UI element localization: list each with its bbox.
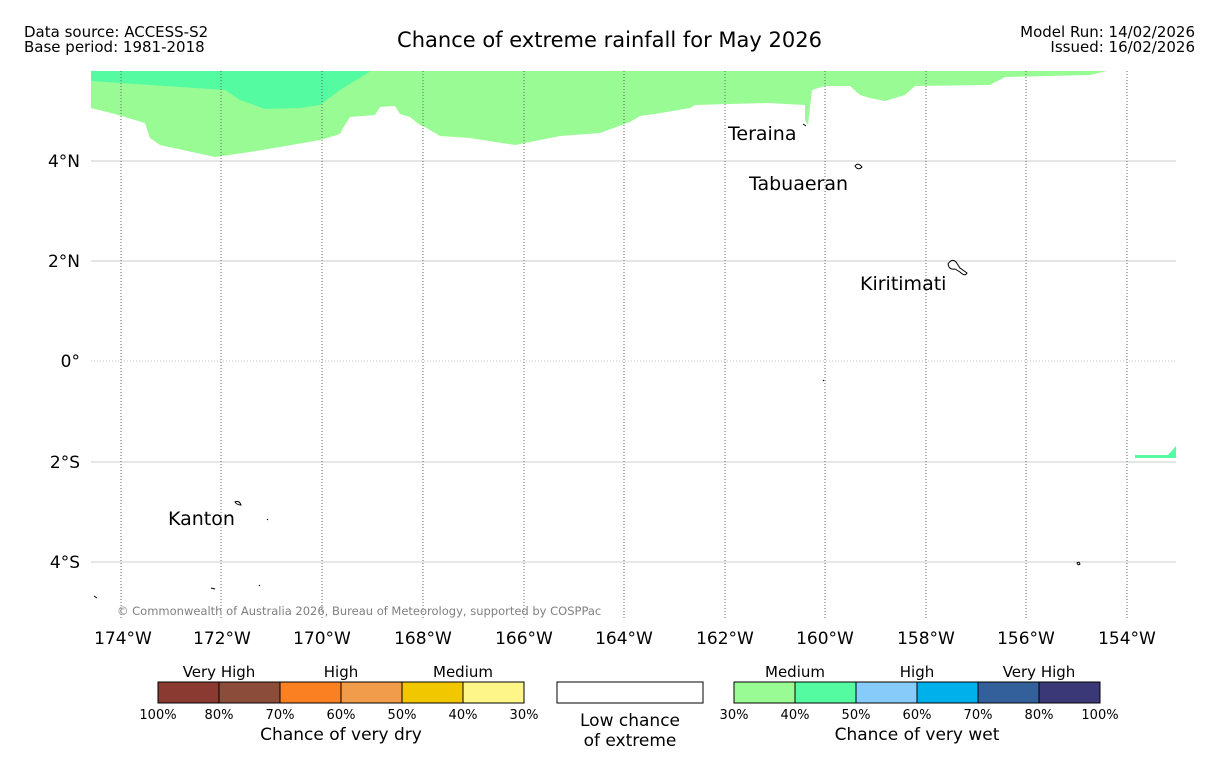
lon-label-166w: 166°W [495, 629, 553, 649]
island-dot-1 [266, 518, 269, 521]
tabuaeran-island [854, 163, 863, 170]
wet-tick-labels: 30% 40% 50% 60% 70% 80% 100% [720, 708, 1119, 723]
dry-legend: Very High High Medium 100% 80% 70% 60% 50% 40… [139, 663, 538, 745]
latitude-labels: 4°N 2°N 0° 2°S 4°S [48, 152, 80, 573]
wet-swatch-2 [855, 681, 918, 704]
teraina-island [802, 123, 807, 127]
wet-medium-region-se [1135, 446, 1176, 458]
place-label-kanton: Kanton [168, 508, 235, 530]
dry-tick-6: 30% [510, 708, 539, 723]
wet-colorbar [733, 681, 1101, 704]
lon-label-164w: 164°W [595, 629, 653, 649]
island-dot-5 [822, 379, 825, 382]
lon-label-156w: 156°W [997, 629, 1055, 649]
dry-swatch-0 [157, 681, 220, 704]
lon-label-160w: 160°W [796, 629, 854, 649]
island-dot-6 [1076, 561, 1081, 566]
map-title: Chance of extreme rainfall for May 2026 [397, 28, 822, 52]
lon-label-174w: 174°W [94, 629, 152, 649]
copyright-notice: © Commonwealth of Australia 2026, Bureau… [117, 604, 601, 618]
dry-caption: Chance of very dry [260, 725, 422, 745]
neutral-legend: Low chance of extreme [556, 681, 704, 751]
dry-tick-3: 60% [327, 708, 356, 723]
wet-group-very-high: Very High [1003, 663, 1076, 681]
wet-tick-6: 100% [1081, 708, 1118, 723]
base-period-text: Base period: 1981-2018 [24, 38, 205, 56]
wet-tick-2: 50% [842, 708, 871, 723]
place-label-tabuaeran: Tabuaeran [748, 173, 848, 195]
wet-caption: Chance of very wet [835, 725, 1000, 745]
dry-colorbar-border [157, 681, 525, 704]
kiritimati-island [947, 259, 968, 276]
place-label-kiritimati: Kiritimati [860, 273, 946, 295]
island-outlines [93, 123, 1081, 599]
dry-swatch-3 [340, 681, 403, 704]
island-dot-3 [258, 584, 261, 587]
wet-tick-5: 80% [1025, 708, 1054, 723]
data-source-text: Data source: ACCESS-S2 [24, 23, 209, 41]
dry-group-medium: Medium [433, 663, 493, 681]
wet-swatch-4 [977, 681, 1040, 704]
wet-medium-high-region [91, 71, 371, 109]
island-dot-4 [93, 595, 98, 599]
dry-tick-5: 40% [449, 708, 478, 723]
model-run-info: Model Run: 14/02/2026 Issued: 16/02/2026 [1020, 25, 1195, 55]
wet-swatch-3 [916, 681, 979, 704]
wet-swatch-1 [794, 681, 857, 704]
dry-tick-2: 70% [266, 708, 295, 723]
dry-swatch-2 [279, 681, 342, 704]
dry-swatch-1 [218, 681, 281, 704]
wet-legend: Medium High Very High 30% 40% 50% 60% 70% 80%… [720, 663, 1119, 745]
dry-swatch-4 [401, 681, 464, 704]
wet-swatch-0 [733, 681, 796, 704]
lat-label-2n: 2°N [48, 252, 80, 272]
wet-swatch-5 [1038, 681, 1101, 704]
model-run-text: Model Run: 14/02/2026 [1020, 23, 1195, 41]
wet-tick-4: 70% [964, 708, 993, 723]
dry-group-high: High [324, 663, 358, 681]
island-dot-2 [210, 587, 216, 590]
neutral-label-line1: Low chance [580, 711, 680, 731]
dry-colorbar [157, 681, 525, 704]
wet-medium-low-region [91, 71, 1107, 157]
latitude-gridlines [91, 160, 1176, 563]
lon-label-170w: 170°W [293, 629, 351, 649]
longitude-gridlines [120, 71, 1128, 620]
lat-label-2s: 2°S [50, 453, 80, 473]
lat-label-0: 0° [61, 352, 80, 372]
map-area: Teraina Tabuaeran Kiritimati Kanton © Co… [91, 71, 1176, 620]
neutral-swatch [556, 681, 704, 704]
lon-label-162w: 162°W [696, 629, 754, 649]
wet-tick-0: 30% [720, 708, 749, 723]
data-source-info: Data source: ACCESS-S2 Base period: 1981… [24, 25, 208, 55]
lon-label-158w: 158°W [897, 629, 955, 649]
wet-group-high: High [900, 663, 934, 681]
dry-group-very-high: Very High [183, 663, 256, 681]
dry-tick-1: 80% [205, 708, 234, 723]
lat-label-4s: 4°S [50, 553, 80, 573]
dry-tick-labels: 100% 80% 70% 60% 50% 40% 30% [139, 708, 538, 723]
kanton-island [234, 500, 242, 506]
wet-tick-3: 60% [903, 708, 932, 723]
lon-label-168w: 168°W [394, 629, 452, 649]
place-label-teraina: Teraina [727, 123, 797, 145]
longitude-labels: 174°W 172°W 170°W 168°W 166°W 164°W 162°… [94, 629, 1156, 649]
lon-label-172w: 172°W [193, 629, 251, 649]
dry-tick-4: 50% [388, 708, 417, 723]
lon-label-154w: 154°W [1098, 629, 1156, 649]
neutral-label-line2: of extreme [584, 731, 677, 751]
wet-group-medium: Medium [765, 663, 825, 681]
dry-tick-0: 100% [139, 708, 176, 723]
wet-tick-1: 40% [781, 708, 810, 723]
issued-text: Issued: 16/02/2026 [1050, 38, 1195, 56]
dry-swatch-5 [462, 681, 525, 704]
wet-colorbar-border [733, 681, 1101, 704]
lat-label-4n: 4°N [48, 152, 80, 172]
